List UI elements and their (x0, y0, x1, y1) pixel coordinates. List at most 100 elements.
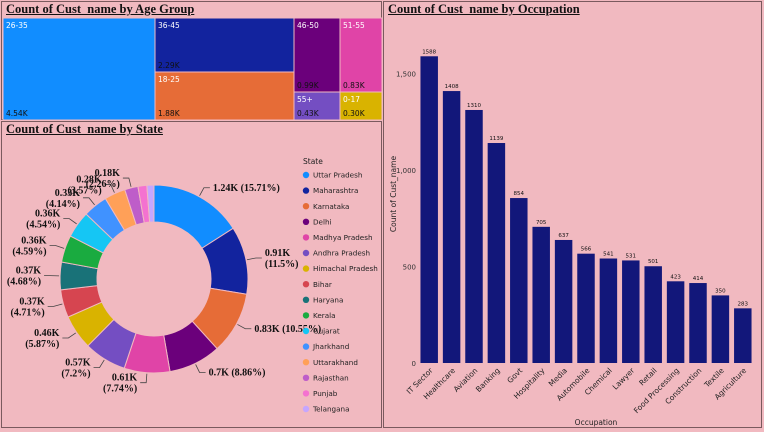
donut-slice (146, 184, 155, 223)
donut-data-label: 0.28K (76, 174, 102, 185)
y-axis-title: Count of Cust_name (389, 156, 398, 233)
donut-data-label: (3.57%) (67, 185, 101, 196)
treemap-tile (154, 71, 295, 121)
bar (622, 260, 640, 363)
bar (689, 283, 707, 363)
treemap-category-label: 0-17 (343, 95, 360, 104)
legend-item-label: Punjab (313, 389, 338, 398)
occupation-panel: Count of Cust_name by Occupation Count o… (383, 1, 762, 428)
bar-data-label: 1310 (467, 103, 481, 109)
treemap-category-label: 51-55 (343, 21, 365, 30)
treemap-value-label: 2.29K (158, 61, 181, 70)
donut-data-label: 0.18K (95, 168, 121, 179)
treemap-tile (2, 17, 156, 121)
donut-data-label: 0.61K (112, 373, 138, 384)
legend-swatch (302, 249, 310, 257)
treemap-value-label: 0.43K (297, 109, 320, 118)
bar-data-label: 423 (670, 274, 681, 280)
treemap-value-label: 0.83K (343, 81, 366, 90)
donut-data-label: 0.33K (55, 188, 81, 199)
legend-swatch (302, 374, 310, 381)
treemap-tile (339, 17, 383, 93)
legend-swatch (302, 218, 310, 225)
y-tick-label: 1,500 (396, 70, 416, 78)
donut-leader-line (93, 359, 105, 369)
donut-leader-line (246, 257, 262, 261)
bar-data-label: 501 (648, 259, 659, 265)
legend-item-label: Himachal Pradesh (313, 264, 378, 273)
donut-leader-line (140, 373, 148, 384)
donut-data-label: (7.2%) (61, 369, 90, 380)
legend-swatch (302, 234, 310, 241)
legend-item-label: Rajasthan (313, 373, 349, 382)
bar (577, 253, 595, 363)
treemap-tile (339, 91, 383, 121)
bar-data-label: 705 (536, 220, 547, 226)
x-tick-label: Lawyer (611, 365, 637, 391)
donut-data-label: 0.36K (35, 209, 61, 220)
age-group-title: Count of Cust_name by Age Group (6, 2, 195, 16)
donut-data-label: (5.87%) (25, 339, 59, 350)
bar-data-label: 350 (715, 288, 726, 294)
donut-data-label: 0.57K (65, 358, 91, 369)
state-title: Count of Cust_name by State (6, 122, 163, 136)
donut-leader-line (62, 332, 76, 339)
donut-leader-line (49, 245, 65, 249)
donut-leader-line (199, 187, 210, 196)
x-tick-label: Banking (474, 366, 502, 394)
bar (532, 226, 550, 363)
age-group-panel: Count of Cust_name by Age Group 26-35 4.5… (1, 1, 383, 121)
y-tick-label: 0 (412, 360, 416, 368)
donut-data-label: (11.5%) (265, 259, 299, 270)
donut-leader-line (47, 303, 63, 307)
legend-title: State (303, 157, 323, 166)
treemap-value-label: 1.88K (158, 109, 181, 118)
donut-leader-line (82, 197, 95, 206)
age-group-treemap: 26-35 4.54K 36-45 2.29K 18-25 1.88K 46-50 0.99K… (2, 17, 383, 121)
donut-data-label: 0.91K (265, 248, 291, 259)
legend-item-label: Madhya Pradesh (313, 233, 373, 242)
legend-swatch (302, 203, 310, 210)
donut-leader-line (122, 177, 132, 187)
bar (420, 56, 438, 363)
bar (442, 91, 461, 363)
donut-data-label: 0.46K (34, 328, 60, 339)
treemap-value-label: 4.54K (6, 109, 29, 118)
legend-item-label: Uttar Pradesh (313, 171, 362, 180)
legend-swatch (302, 171, 310, 179)
bar-data-label: 854 (514, 191, 525, 197)
donut-data-label: (4.71%) (10, 307, 44, 318)
legend-swatch (302, 359, 310, 366)
treemap-category-label: 55+ (297, 95, 313, 104)
bar-data-label: 566 (581, 247, 592, 253)
state-panel: Count of Cust_name by State 1.24K (15.71… (1, 121, 382, 428)
treemap-value-label: 0.99K (297, 81, 320, 90)
bar-data-label: 531 (626, 253, 637, 259)
bar-data-label: 414 (693, 276, 704, 282)
bar-data-label: 1408 (445, 84, 459, 90)
bar-data-label: 1588 (422, 49, 436, 55)
legend-swatch (302, 343, 310, 350)
bar-data-label: 1139 (489, 136, 503, 142)
occupation-title: Count of Cust_name by Occupation (388, 2, 580, 16)
donut-data-label: (4.59%) (12, 246, 46, 257)
bar (644, 266, 662, 363)
legend-item-label: Maharashtra (313, 186, 358, 195)
bar (734, 308, 752, 363)
donut-data-label: (4.68%) (7, 277, 41, 288)
legend-swatch (302, 187, 310, 194)
donut-data-label: 0.83K (10.55%) (254, 324, 321, 335)
bar (711, 295, 730, 363)
donut-data-label: 0.37K (19, 296, 45, 307)
legend-item-label: Andhra Pradesh (313, 249, 370, 258)
x-tick-label: Govt (505, 366, 524, 385)
treemap-category-label: 46-50 (297, 21, 319, 30)
donut-data-label: (7.74%) (103, 384, 137, 395)
legend-item-label: Haryana (313, 295, 343, 304)
donut-data-label: (2.26%) (86, 179, 120, 190)
legend-swatch (302, 312, 310, 319)
donut-data-label: 0.7K (8.86%) (209, 367, 266, 378)
y-tick-label: 500 (403, 263, 416, 271)
bar-data-label: 283 (738, 301, 749, 307)
